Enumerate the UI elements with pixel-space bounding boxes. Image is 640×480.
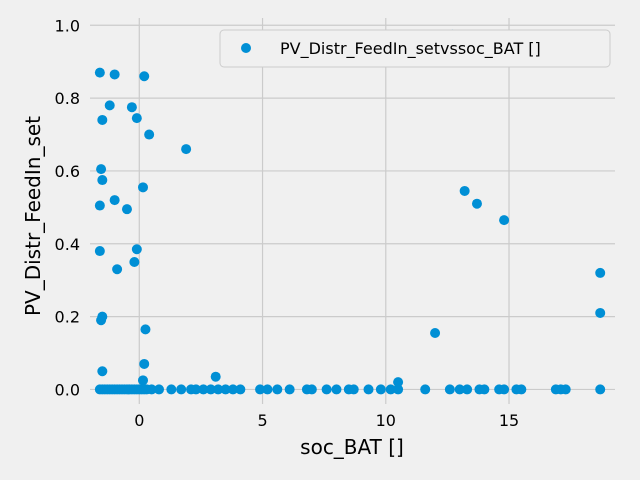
data-point <box>471 198 482 209</box>
data-point <box>97 175 108 186</box>
data-point <box>210 371 221 382</box>
data-point <box>444 384 455 395</box>
data-point <box>140 324 151 335</box>
data-point <box>137 182 148 193</box>
data-point <box>393 377 404 388</box>
data-point <box>97 366 108 377</box>
data-point <box>166 384 177 395</box>
data-point <box>272 384 283 395</box>
data-point <box>94 67 105 78</box>
data-point <box>126 102 137 113</box>
data-point <box>176 384 187 395</box>
data-point <box>516 384 527 395</box>
data-point <box>284 384 295 395</box>
data-point <box>139 71 150 82</box>
data-point <box>109 195 120 206</box>
x-tick-label: 0 <box>134 411 144 430</box>
data-point <box>96 315 107 326</box>
legend-box <box>219 29 611 68</box>
data-point <box>595 267 606 278</box>
data-point <box>499 215 510 226</box>
data-point <box>595 307 606 318</box>
data-point <box>94 246 105 257</box>
legend-label: PV_Distr_FeedIn_setvssoc_BAT [] <box>280 39 541 59</box>
legend: PV_Distr_FeedIn_setvssoc_BAT [] <box>219 29 611 68</box>
data-point <box>454 384 465 395</box>
y-tick-label: 1.0 <box>55 16 80 35</box>
data-point <box>306 384 317 395</box>
data-point <box>459 185 470 196</box>
data-point <box>146 384 157 395</box>
data-point <box>430 327 441 338</box>
data-point <box>213 384 224 395</box>
data-point <box>227 384 238 395</box>
data-point <box>375 384 386 395</box>
data-point <box>144 129 155 140</box>
y-tick-label: 0.0 <box>55 380 80 399</box>
y-tick-label: 0.6 <box>55 162 80 181</box>
data-point <box>154 384 165 395</box>
data-point <box>190 384 201 395</box>
data-point <box>255 384 266 395</box>
data-point <box>462 384 473 395</box>
data-point <box>112 264 123 275</box>
y-axis-label: PV_Distr_FeedIn_set <box>21 116 45 316</box>
y-tick-label: 0.4 <box>55 235 80 254</box>
x-tick-labels: 0 5 10 15 <box>134 411 519 430</box>
data-point <box>104 100 115 111</box>
data-point <box>109 69 120 80</box>
data-point <box>363 384 374 395</box>
legend-marker <box>241 43 251 53</box>
data-point <box>137 375 148 386</box>
data-point <box>129 256 140 267</box>
data-point <box>479 384 490 395</box>
x-tick-label: 10 <box>376 411 396 430</box>
data-point <box>139 358 150 369</box>
y-tick-label: 0.2 <box>55 308 80 327</box>
data-point <box>348 384 359 395</box>
data-point <box>198 384 209 395</box>
data-point <box>595 384 606 395</box>
x-tick-label: 15 <box>499 411 519 430</box>
data-point <box>96 164 107 175</box>
data-point <box>262 384 273 395</box>
data-point <box>181 144 192 155</box>
x-tick-label: 5 <box>257 411 267 430</box>
data-point <box>321 384 332 395</box>
data-point <box>393 384 404 395</box>
data-point <box>97 114 108 125</box>
data-point <box>131 244 142 255</box>
data-point <box>560 384 571 395</box>
x-axis-label: soc_BAT [] <box>300 435 404 459</box>
data-point <box>499 384 510 395</box>
data-point <box>131 113 142 124</box>
data-point <box>94 200 105 211</box>
data-point <box>420 384 431 395</box>
data-point <box>205 384 216 395</box>
data-point <box>385 384 396 395</box>
data-point <box>331 384 342 395</box>
data-point <box>121 204 132 215</box>
data-point <box>235 384 246 395</box>
y-tick-label: 0.8 <box>55 89 80 108</box>
y-tick-labels: 0.0 0.2 0.4 0.6 0.8 1.0 <box>55 16 80 399</box>
data-point <box>220 384 231 395</box>
data-points <box>94 29 606 395</box>
grid-lines <box>90 18 615 404</box>
